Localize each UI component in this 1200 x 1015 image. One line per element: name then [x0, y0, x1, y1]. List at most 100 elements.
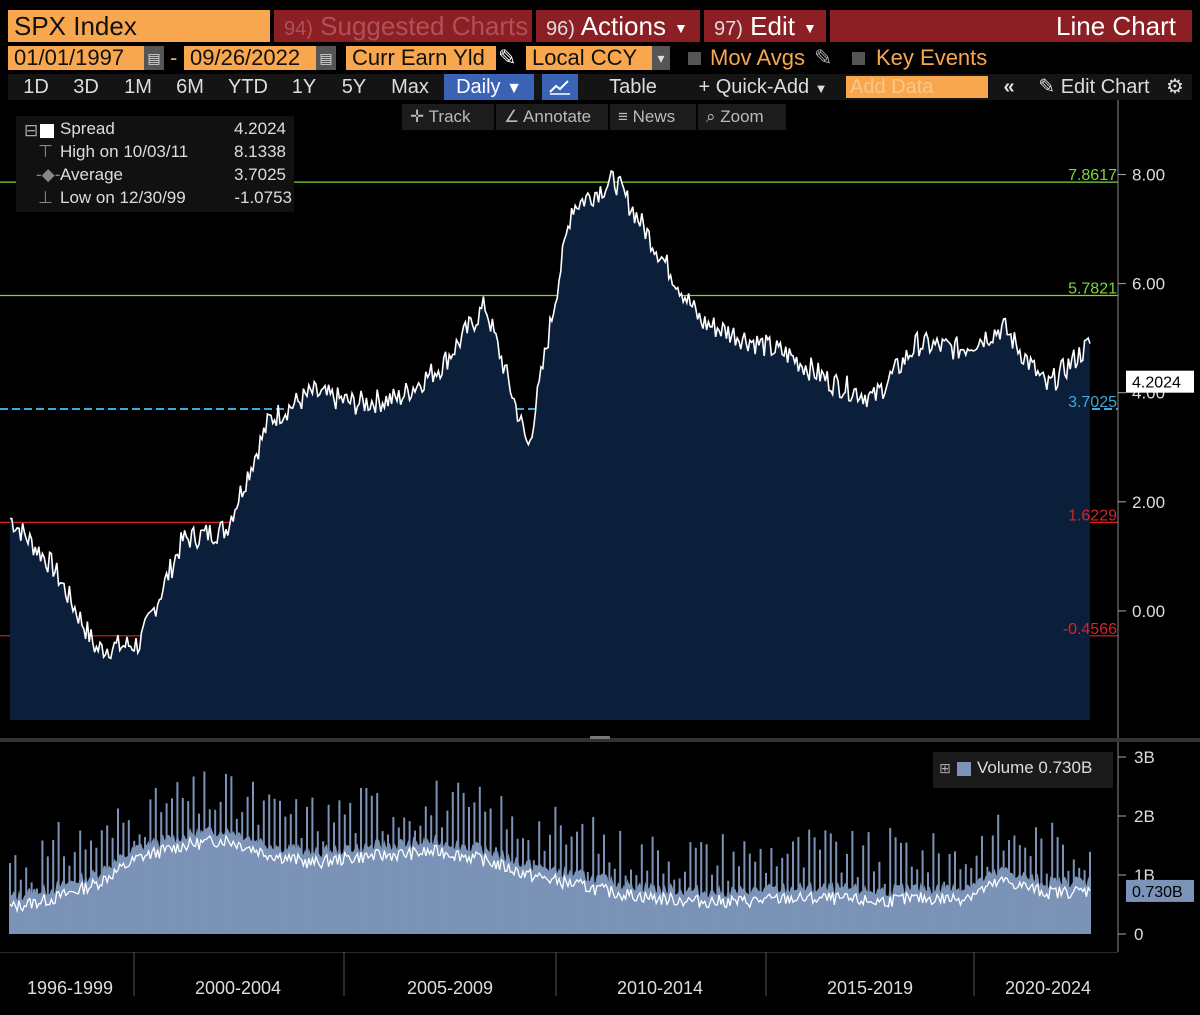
quick-add-button[interactable]: + Quick-Add ▼: [690, 74, 836, 100]
y-tick-label-1: 2.00: [1132, 493, 1165, 512]
zoom-button[interactable]: ⌕ Zoom: [698, 104, 786, 130]
calendar-icon[interactable]: ▤: [316, 46, 336, 70]
low-marker-icon: ⊥: [38, 188, 53, 207]
key-events-label: Key Events: [876, 45, 988, 70]
calendar-icon[interactable]: ▤: [144, 46, 164, 70]
y-tick-label-0: 0.00: [1132, 602, 1165, 621]
news-button[interactable]: ≡ News: [610, 104, 696, 130]
x-axis-ticks: 1996-1999 2000-2004 2005-2009 2010-2014 2015…: [27, 952, 1091, 998]
pencil-icon[interactable]: ✎: [814, 45, 833, 70]
volume-legend: ⊞ Volume 0.730B: [933, 752, 1113, 788]
range-5y[interactable]: 5Y: [341, 76, 367, 98]
y-tick-label-4: 8.00: [1132, 166, 1165, 185]
collapse-icon[interactable]: «: [1003, 76, 1015, 98]
divider-handle[interactable]: [590, 736, 610, 739]
range-3d[interactable]: 3D: [73, 76, 99, 98]
edit-button[interactable]: 97) Edit ▼: [704, 10, 826, 42]
currency-selector[interactable]: Local CCY: [526, 46, 652, 70]
ticker-field[interactable]: SPX Index: [8, 10, 270, 42]
volume-swatch: [957, 762, 971, 776]
y-axis-ticks: 0.002.004.006.008.00: [1118, 166, 1165, 621]
track-label: Track: [428, 107, 471, 126]
volume-line: [9, 834, 1091, 914]
range-1y[interactable]: 1Y: [291, 76, 317, 98]
suggested-charts-button[interactable]: 94) Suggested Charts: [274, 10, 532, 42]
key-events-checkbox[interactable]: [852, 52, 865, 65]
legend-toggle-icon[interactable]: ⊟: [24, 121, 39, 140]
mov-avgs-label: Mov Avgs: [710, 45, 805, 70]
start-date-field[interactable]: 01/01/1997: [8, 46, 144, 70]
period-selector[interactable]: Daily ▼: [444, 74, 534, 100]
reference-line-label-3: 1.6229: [1068, 507, 1117, 524]
range-1d[interactable]: 1D: [23, 76, 49, 98]
range-max[interactable]: Max: [391, 76, 429, 98]
edit-chart-label: Edit Chart: [1060, 76, 1150, 98]
legend-average-value: 3.7025: [234, 165, 286, 184]
edit-chart-button[interactable]: ✎ Edit Chart: [1030, 74, 1158, 100]
add-data-input[interactable]: Add Data: [846, 76, 988, 98]
legend-box: ⊟ Spread 4.2024 ⊤ High on 10/03/11 8.133…: [16, 116, 294, 212]
volume-y-tick-label-0: 0: [1134, 925, 1143, 944]
legend-spread-value: 4.2024: [234, 119, 286, 138]
table-button[interactable]: Table: [609, 76, 657, 98]
x-tick-label-0: 1996-1999: [27, 978, 113, 998]
volume-y-tick-label-3: 3B: [1134, 748, 1155, 767]
field-selector[interactable]: Curr Earn Yld: [346, 46, 496, 70]
high-marker-icon: ⊤: [38, 142, 53, 161]
last-value-label: 4.2024: [1132, 375, 1181, 392]
edit-label: Edit: [750, 11, 795, 41]
pencil-icon[interactable]: ✎: [498, 45, 517, 70]
chevron-down-icon: ▼: [814, 81, 828, 96]
volume-last-label: 0.730B: [1132, 884, 1183, 901]
x-tick-label-2: 2005-2009: [407, 978, 493, 998]
actions-number: 96): [546, 18, 575, 40]
line-chart-icon[interactable]: [542, 74, 578, 100]
track-button[interactable]: ✛ Track: [402, 104, 494, 130]
volume-last-tag: 0.730B: [1126, 879, 1194, 902]
news-icon: ≡: [618, 107, 628, 126]
volume-y-tick-label-2: 2B: [1134, 807, 1155, 826]
mov-avgs-checkbox[interactable]: [688, 52, 701, 65]
chevron-down-icon[interactable]: ▾: [652, 46, 670, 70]
range-1m[interactable]: 1M: [124, 76, 152, 98]
chevron-down-icon: ▼: [673, 20, 688, 37]
volume-spikes: [9, 771, 1091, 934]
x-tick-label-5: 2020-2024: [1005, 978, 1091, 998]
period-label: Daily: [456, 76, 501, 98]
reference-line-label-2: 3.7025: [1068, 394, 1117, 411]
reference-line-label-4: -0.4566: [1063, 621, 1117, 638]
annotate-icon: ∠: [504, 107, 520, 126]
chevron-down-icon: ▼: [506, 80, 522, 97]
x-tick-label-1: 2000-2004: [195, 978, 281, 998]
spread-swatch: [40, 124, 54, 138]
actions-button[interactable]: 96) Actions ▼: [536, 10, 700, 42]
magnifier-icon: ⌕: [706, 107, 716, 126]
gear-icon[interactable]: ⚙: [1166, 76, 1184, 98]
top-strip: [0, 0, 1200, 8]
legend-average-label: Average: [60, 165, 124, 184]
zoom-label: Zoom: [720, 107, 764, 126]
legend-spread-label: Spread: [60, 119, 115, 138]
last-value-tag: 4.2024: [1126, 370, 1194, 393]
reference-line-label-1: 5.7821: [1068, 281, 1117, 298]
volume-legend-label: Volume 0.730B: [977, 758, 1093, 777]
legend-high-value: 8.1338: [234, 142, 286, 161]
panel-divider[interactable]: [0, 738, 1200, 742]
annotate-button[interactable]: ∠ Annotate: [496, 104, 608, 130]
chart-type-title: Line Chart: [830, 10, 1192, 42]
quick-add-label: Quick-Add: [715, 76, 810, 98]
x-tick-label-4: 2015-2019: [827, 978, 913, 998]
end-date-field[interactable]: 09/26/2022: [184, 46, 316, 70]
x-axis: 1996-1999 2000-2004 2005-2009 2010-2014 2015…: [0, 952, 1118, 998]
suggested-charts-label: Suggested Charts: [320, 11, 529, 41]
x-tick-label-3: 2010-2014: [617, 978, 703, 998]
pencil-icon: ✎: [1038, 76, 1056, 98]
news-label: News: [632, 107, 676, 126]
edit-number: 97): [714, 18, 743, 40]
range-ytd[interactable]: YTD: [228, 76, 268, 98]
legend-toggle-icon[interactable]: ⊞: [939, 760, 951, 776]
range-6m[interactable]: 6M: [176, 76, 204, 98]
spread-chart[interactable]: 7.8617 5.7821 3.7025 1.6229 -0.4566 0.00 2.00…: [0, 100, 1200, 740]
